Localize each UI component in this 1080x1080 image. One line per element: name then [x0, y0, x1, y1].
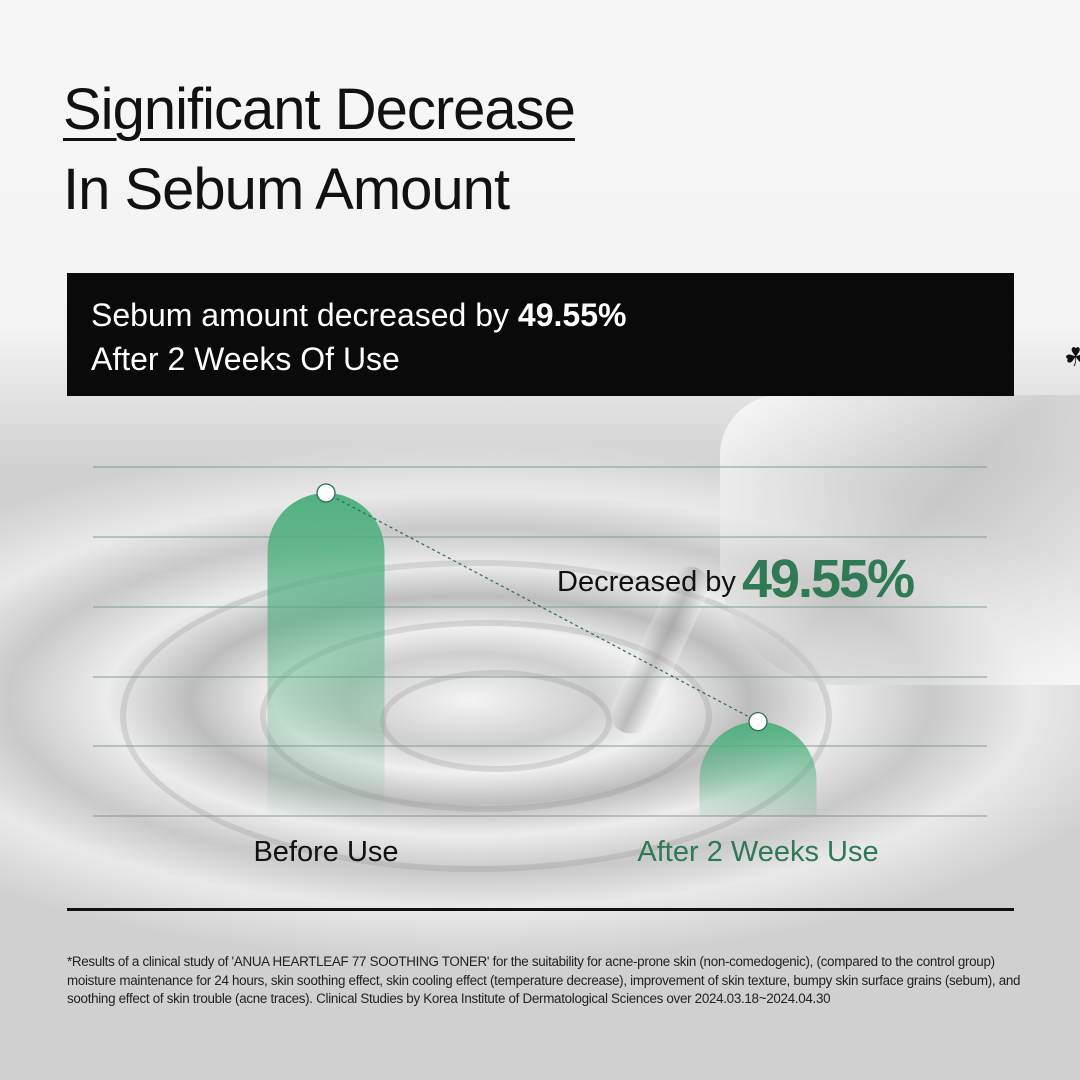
water-ripple	[260, 620, 712, 812]
summary-banner: Sebum amount decreased by 49.55% After 2…	[67, 273, 1014, 396]
callout-label: Decreased by	[557, 566, 736, 598]
x-label-after: After 2 Weeks Use	[637, 836, 879, 868]
banner-value: 49.55%	[517, 297, 627, 333]
point-marker-after	[748, 711, 768, 732]
bar-before	[267, 493, 385, 816]
brand-logo-partial: ☘	[1064, 342, 1080, 372]
divider	[67, 908, 1014, 911]
x-label-before: Before Use	[253, 836, 399, 868]
title-line-1: Significant Decrease	[63, 77, 576, 142]
point-marker-before	[316, 483, 336, 503]
title-line-2: In Sebum Amount	[63, 157, 510, 222]
toner-bottle-image	[720, 395, 1080, 685]
banner-line-2: After 2 Weeks Of Use	[91, 341, 400, 377]
footnote: *Results of a clinical study of 'ANUA HE…	[67, 954, 1021, 1006]
page-title: Significant Decrease In Sebum Amount	[63, 70, 576, 230]
water-ripple	[120, 560, 832, 872]
banner-text: Sebum amount decreased by	[91, 297, 518, 333]
decrease-callout: Decreased by 49.55%	[557, 548, 915, 610]
bar-after	[699, 721, 817, 816]
callout-value: 49.55%	[741, 549, 915, 609]
